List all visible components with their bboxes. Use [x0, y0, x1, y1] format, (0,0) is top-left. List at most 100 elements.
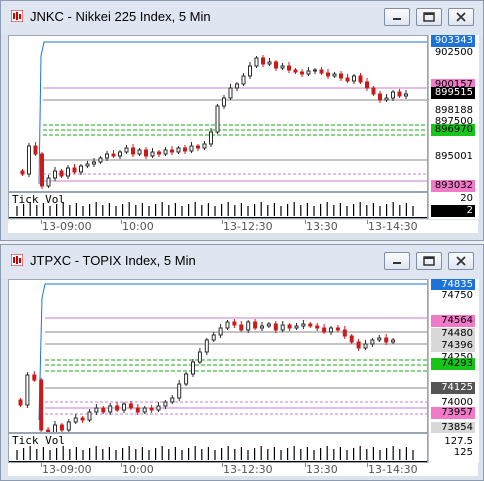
chart-app-icon	[11, 254, 23, 266]
time-label: 10:00	[122, 463, 154, 476]
restore-icon	[423, 12, 435, 22]
restore-button[interactable]	[416, 252, 442, 270]
candle-body	[326, 72, 330, 77]
time-label: 13-12:30	[223, 220, 273, 233]
candle-body	[239, 324, 244, 331]
time-tick	[305, 463, 306, 467]
candle-body	[59, 424, 64, 431]
candle-body	[260, 325, 264, 329]
time-tick	[222, 220, 223, 224]
candle-body	[46, 429, 51, 432]
candle-body	[329, 327, 333, 333]
candle-body	[156, 405, 161, 411]
candle-body	[137, 149, 142, 155]
time-label: 13-12:30	[223, 463, 273, 476]
candle-body	[377, 337, 382, 341]
candle-body	[98, 157, 103, 163]
price-label: 73854	[431, 422, 475, 434]
candle-body	[241, 75, 246, 85]
candle-body	[225, 321, 230, 329]
price-label: 902500	[431, 47, 475, 59]
candle-body	[53, 170, 57, 179]
time-tick	[367, 220, 368, 224]
candle-body	[176, 147, 181, 153]
volume-scale: 127.5 125	[428, 433, 479, 463]
volume-scale-value: 2	[431, 205, 475, 217]
price-label: 903343	[431, 35, 475, 47]
volume-scale: 20 2	[428, 192, 479, 219]
candle-body	[79, 165, 83, 173]
candle-body	[378, 93, 382, 101]
price-label: 73957	[431, 407, 475, 419]
candle-body	[209, 131, 213, 145]
minimize-button[interactable]	[384, 8, 410, 26]
time-tick	[121, 463, 122, 467]
candle-body	[273, 323, 278, 331]
time-axis: 13-09:00 10:00 13-12:30 13:30 13-14:30	[8, 220, 478, 233]
time-tick	[367, 463, 368, 467]
price-label: 74835	[431, 279, 475, 291]
close-button[interactable]	[448, 252, 474, 270]
candle-body	[363, 343, 368, 349]
candle-body	[332, 73, 337, 77]
price-plot[interactable]	[8, 279, 428, 433]
candle-body	[287, 65, 291, 71]
candle-body	[142, 407, 147, 413]
candle-body	[222, 97, 226, 107]
price-label: 899515	[431, 87, 475, 99]
time-label: 13:30	[306, 220, 338, 233]
candle-body	[53, 424, 57, 432]
window-titlebar[interactable]: JTPXC - TOPIX Index, 5 Min	[1, 245, 483, 279]
candle-body	[170, 149, 174, 153]
candle-body	[215, 105, 220, 133]
time-tick	[305, 220, 306, 224]
candle-body	[370, 339, 375, 345]
candle-body	[85, 163, 90, 167]
candle-body	[135, 407, 140, 413]
candle-body	[335, 327, 340, 331]
candle-body	[308, 323, 313, 327]
candlestick-chart	[20, 41, 427, 189]
candle-body	[342, 329, 347, 337]
candle-body	[196, 145, 200, 149]
candle-body	[115, 405, 120, 411]
candle-body	[322, 327, 327, 333]
candle-body	[246, 321, 251, 331]
candle-body	[391, 91, 395, 99]
candle-body	[25, 374, 30, 406]
candle-body	[33, 145, 38, 155]
minimize-icon	[393, 262, 401, 264]
price-label: 74125	[431, 382, 475, 394]
restore-button[interactable]	[416, 8, 442, 26]
candle-body	[339, 73, 343, 79]
candle-body	[18, 399, 23, 406]
candle-body	[189, 145, 194, 152]
price-scale: 903343 902500 900157 899515 898188 897500 8969…	[428, 35, 479, 192]
candle-body	[211, 334, 216, 341]
candle-body	[105, 153, 109, 159]
candle-body	[384, 97, 389, 101]
chart-app-icon	[11, 10, 23, 22]
volume-scale-top: 127.5	[444, 436, 473, 447]
candle-body	[32, 374, 37, 381]
candle-body	[92, 161, 96, 165]
candle-body	[315, 325, 320, 329]
price-label: 74396	[431, 340, 475, 352]
minimize-icon	[393, 18, 401, 20]
restore-icon	[423, 256, 435, 266]
candle-body	[204, 339, 209, 353]
candle-body	[87, 411, 92, 421]
price-plot[interactable]	[8, 35, 428, 192]
minimize-button[interactable]	[384, 252, 410, 270]
close-button[interactable]	[448, 8, 474, 26]
time-label: 13-09:00	[42, 463, 92, 476]
candle-body	[384, 337, 389, 343]
candle-body	[280, 65, 285, 69]
candle-body	[267, 61, 272, 65]
candle-body	[122, 403, 126, 411]
window-titlebar[interactable]: JNKC - Nikkei 225 Index, 5 Min	[1, 1, 483, 35]
candle-body	[235, 83, 239, 89]
price-label: 74750	[431, 290, 475, 302]
candle-body	[280, 324, 285, 331]
time-tick	[41, 463, 42, 467]
